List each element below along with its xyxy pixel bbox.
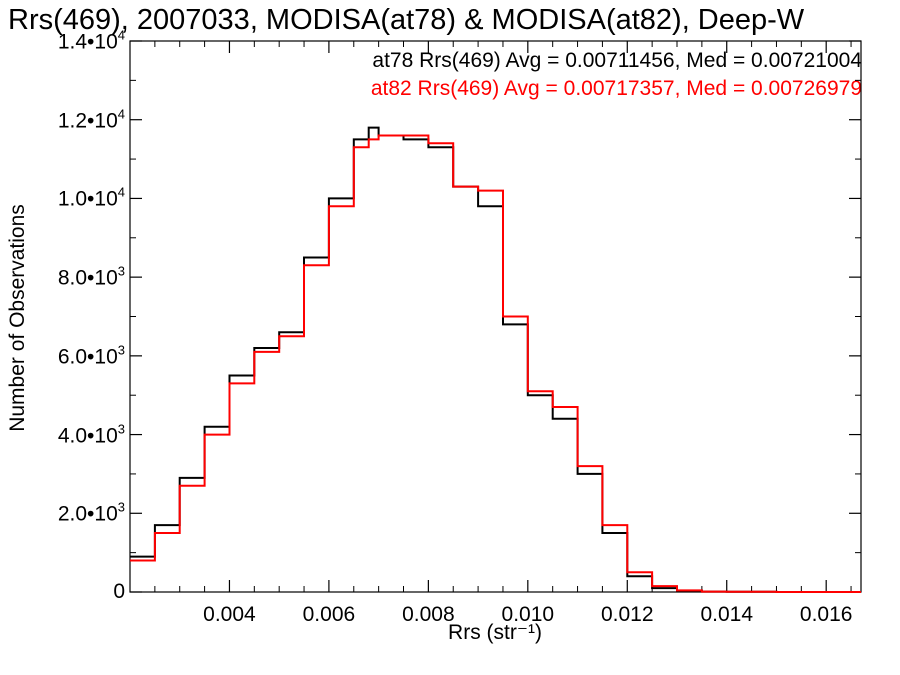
y-tick-label: 4.0•103: [58, 421, 125, 448]
y-tick-label: 6.0•103: [58, 342, 125, 369]
y-tick-mantissa: 1.0•10: [57, 187, 118, 211]
y-tick-exponent: 3: [117, 499, 125, 515]
y-tick-exponent: 4: [117, 184, 125, 200]
series-line-at82: [130, 134, 861, 593]
y-tick-label: 1.0•104: [58, 185, 125, 212]
x-tick-label: 0.004: [203, 603, 256, 626]
x-tick-label: 0.008: [402, 603, 455, 626]
plot-frame: [129, 40, 862, 593]
y-tick-exponent: 3: [117, 263, 125, 279]
x-tick-label: 0.014: [700, 603, 754, 626]
x-tick-label: 0.016: [799, 603, 853, 626]
y-tick-mantissa: 4.0•10: [57, 424, 118, 448]
y-tick-label: 8.0•103: [58, 264, 125, 291]
y-tick-label: 0: [113, 580, 125, 604]
y-tick-exponent: 4: [117, 27, 125, 43]
chart-title: Rrs(469), 2007033, MODISA(at78) & MODISA…: [8, 4, 805, 36]
y-tick-mantissa: 1.4•10: [57, 30, 118, 54]
y-tick-mantissa: 8.0•10: [57, 266, 118, 290]
y-tick-label: 2.0•103: [58, 500, 125, 527]
x-tick-label: 0.012: [600, 603, 654, 626]
legend-entry-at78: at78 Rrs(469) Avg = 0.00711456, Med = 0.…: [372, 49, 862, 72]
y-tick-mantissa: 0: [113, 580, 125, 603]
y-tick-mantissa: 6.0•10: [57, 345, 118, 369]
legend-entry-at82: at82 Rrs(469) Avg = 0.00717357, Med = 0.…: [370, 77, 862, 100]
y-tick-exponent: 3: [117, 421, 125, 437]
y-tick-label: 1.2•104: [58, 106, 125, 133]
x-axis-label: Rrs (str⁻¹): [448, 621, 542, 644]
series-line-at78: [130, 126, 861, 593]
y-tick-exponent: 4: [117, 106, 125, 122]
x-tick-label: 0.010: [501, 603, 555, 626]
y-tick-label: 1.4•104: [58, 28, 125, 55]
x-tick-label: 0.006: [302, 603, 356, 626]
y-tick-mantissa: 1.2•10: [57, 109, 118, 133]
y-tick-mantissa: 2.0•10: [57, 502, 118, 526]
y-tick-exponent: 3: [117, 342, 125, 358]
